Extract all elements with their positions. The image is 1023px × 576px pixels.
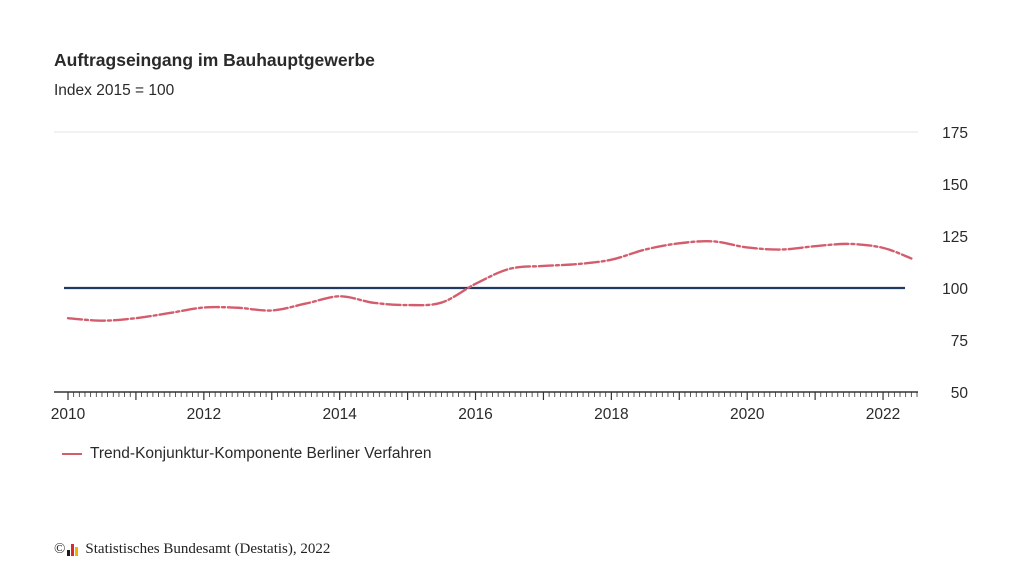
y-axis: 50 75 100 125 150 175 xyxy=(942,125,968,402)
x-tick-label: 2018 xyxy=(594,406,628,423)
x-tick-label: 2014 xyxy=(322,406,357,423)
source-text: Statistisches Bundesamt (Destatis), 2022 xyxy=(85,541,331,557)
y-tick-label: 50 xyxy=(951,385,969,402)
series-layer xyxy=(66,240,913,322)
chart-title: Auftragseingang im Bauhauptgewerbe xyxy=(54,50,375,70)
source-note: © Statistisches Bundesamt (Destatis), 20… xyxy=(54,541,330,558)
legend-label: Trend-Konjunktur-Komponente Berliner Ver… xyxy=(90,445,432,462)
y-tick-label: 100 xyxy=(942,281,968,298)
x-tick-label: 2016 xyxy=(458,406,492,423)
y-tick-label: 125 xyxy=(942,229,968,246)
y-tick-label: 175 xyxy=(942,125,968,142)
x-tick-label: 2012 xyxy=(187,406,221,423)
chart-subtitle: Index 2015 = 100 xyxy=(54,82,175,99)
x-axis: 2010 2012 2014 2016 2018 2020 2022 xyxy=(51,391,918,423)
legend[interactable]: Trend-Konjunktur-Komponente Berliner Ver… xyxy=(62,445,431,463)
series-line xyxy=(66,240,913,322)
x-tick-label: 2010 xyxy=(51,406,86,423)
destatis-logo-icon xyxy=(67,543,81,556)
x-tick-label: 2022 xyxy=(866,406,900,423)
y-tick-label: 150 xyxy=(942,177,968,194)
y-tick-label: 75 xyxy=(951,333,968,350)
legend-swatch xyxy=(62,453,82,455)
x-tick-label: 2020 xyxy=(730,406,765,423)
copyright-symbol: © xyxy=(54,541,66,557)
